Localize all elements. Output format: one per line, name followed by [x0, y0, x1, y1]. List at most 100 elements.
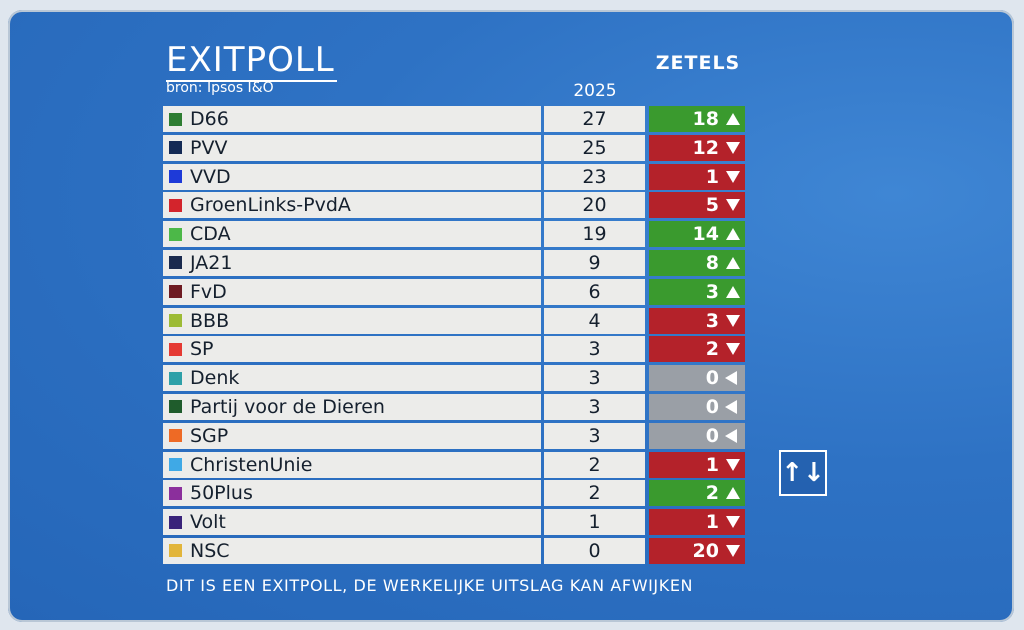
arrow-down-icon [726, 170, 740, 183]
seat-change-badge: 2 [649, 336, 745, 363]
party-cell: NSC [163, 537, 541, 564]
seat-change-badge: 2 [649, 480, 745, 507]
seat-change-value: 1 [705, 511, 719, 534]
source-label: bron: Ipsos I&O [166, 80, 274, 96]
seat-change-value: 1 [705, 453, 719, 476]
party-color-swatch [169, 285, 182, 299]
seat-change-badge: 5 [649, 192, 745, 219]
table-row: Denk 3 0 [163, 365, 748, 392]
seat-change-badge: 8 [649, 249, 745, 276]
party-color-swatch [169, 256, 182, 270]
seat-change-value: 0 [705, 367, 719, 390]
party-name: JA21 [190, 251, 233, 274]
party-cell: VVD [163, 163, 541, 190]
seat-change-value: 3 [705, 280, 719, 303]
party-cell: CDA [163, 221, 541, 248]
party-name: SP [190, 338, 214, 361]
party-color-swatch [169, 314, 182, 328]
arrow-down-icon [726, 458, 740, 471]
seats-column-header: ZETELS [655, 52, 741, 74]
party-name: FvD [190, 280, 227, 303]
party-name: NSC [190, 539, 230, 562]
party-color-swatch [169, 515, 182, 529]
table-row: BBB 4 3 [163, 307, 748, 334]
party-cell: ChristenUnie [163, 451, 541, 478]
seat-change-badge: 0 [649, 365, 745, 392]
arrow-up-icon [726, 256, 740, 269]
seat-change-badge: 0 [649, 393, 745, 420]
party-color-swatch [169, 400, 182, 414]
arrow-down-icon [726, 544, 740, 557]
arrow-up-icon [726, 487, 740, 500]
seat-change-value: 0 [705, 395, 719, 418]
party-cell: GroenLinks-PvdA [163, 192, 541, 219]
table-row: SGP 3 0 [163, 422, 748, 449]
table-row: FvD 6 3 [163, 278, 748, 305]
exitpoll-screen: EXITPOLL bron: Ipsos I&O ZETELS 2025 D66… [8, 10, 1014, 622]
party-cell: SP [163, 336, 541, 363]
seat-change-badge: 3 [649, 278, 745, 305]
party-seats-2025: 3 [544, 393, 645, 420]
arrow-down-icon [726, 516, 740, 529]
party-color-swatch [169, 544, 182, 558]
seat-change-value: 1 [705, 165, 719, 188]
seat-change-badge: 0 [649, 422, 745, 449]
party-name: VVD [190, 165, 231, 188]
table-row: SP 3 2 [163, 336, 748, 363]
party-seats-2025: 2 [544, 480, 645, 507]
party-color-swatch [169, 486, 182, 500]
seat-change-value: 20 [692, 539, 719, 562]
seat-change-value: 5 [705, 194, 719, 217]
party-color-swatch [169, 141, 182, 155]
party-seats-2025: 9 [544, 249, 645, 276]
table-row: D66 27 18 [163, 106, 748, 132]
seat-change-badge: 14 [649, 221, 745, 248]
seat-change-value: 2 [705, 482, 719, 505]
party-name: PVV [190, 136, 228, 159]
party-color-swatch [169, 112, 182, 126]
disclaimer-text: DIT IS EEN EXITPOLL, DE WERKELIJKE UITSL… [166, 576, 694, 595]
seat-change-value: 0 [705, 424, 719, 447]
seat-change-badge: 12 [649, 134, 745, 161]
seat-change-value: 18 [692, 108, 719, 130]
party-cell: BBB [163, 307, 541, 334]
party-seats-2025: 20 [544, 192, 645, 219]
table-row: JA21 9 8 [163, 249, 748, 276]
arrow-down-icon [726, 343, 740, 356]
party-color-swatch [169, 429, 182, 443]
party-color-swatch [169, 342, 182, 356]
party-seats-2025: 27 [544, 106, 645, 132]
party-name: Partij voor de Dieren [190, 395, 385, 418]
party-cell: PVV [163, 134, 541, 161]
sort-button[interactable]: ↑↓ [779, 450, 827, 496]
table-row: 50Plus 2 2 [163, 480, 748, 507]
party-cell: SGP [163, 422, 541, 449]
party-seats-2025: 1 [544, 509, 645, 536]
seat-change-value: 3 [705, 309, 719, 332]
table-row: Volt 1 1 [163, 509, 748, 536]
party-color-swatch [169, 227, 182, 241]
party-seats-2025: 3 [544, 336, 645, 363]
party-seats-2025: 2 [544, 451, 645, 478]
party-seats-2025: 6 [544, 278, 645, 305]
party-name: Volt [190, 511, 226, 534]
party-name: SGP [190, 424, 229, 447]
arrow-up-icon [726, 228, 740, 241]
seat-change-badge: 1 [649, 451, 745, 478]
party-seats-2025: 3 [544, 365, 645, 392]
table-row: ChristenUnie 2 1 [163, 451, 748, 478]
page-title: EXITPOLL [166, 40, 337, 82]
party-name: GroenLinks-PvdA [190, 194, 351, 217]
party-cell: D66 [163, 106, 541, 132]
arrow-left-icon [725, 371, 737, 386]
arrow-left-icon [725, 428, 737, 443]
seat-change-badge: 1 [649, 163, 745, 190]
seat-change-badge: 18 [649, 106, 745, 132]
party-name: D66 [190, 108, 229, 130]
party-cell: Denk [163, 365, 541, 392]
arrow-up-icon [726, 285, 740, 298]
party-cell: FvD [163, 278, 541, 305]
arrow-down-icon [726, 141, 740, 154]
party-color-swatch [169, 458, 182, 472]
party-name: Denk [190, 367, 240, 390]
